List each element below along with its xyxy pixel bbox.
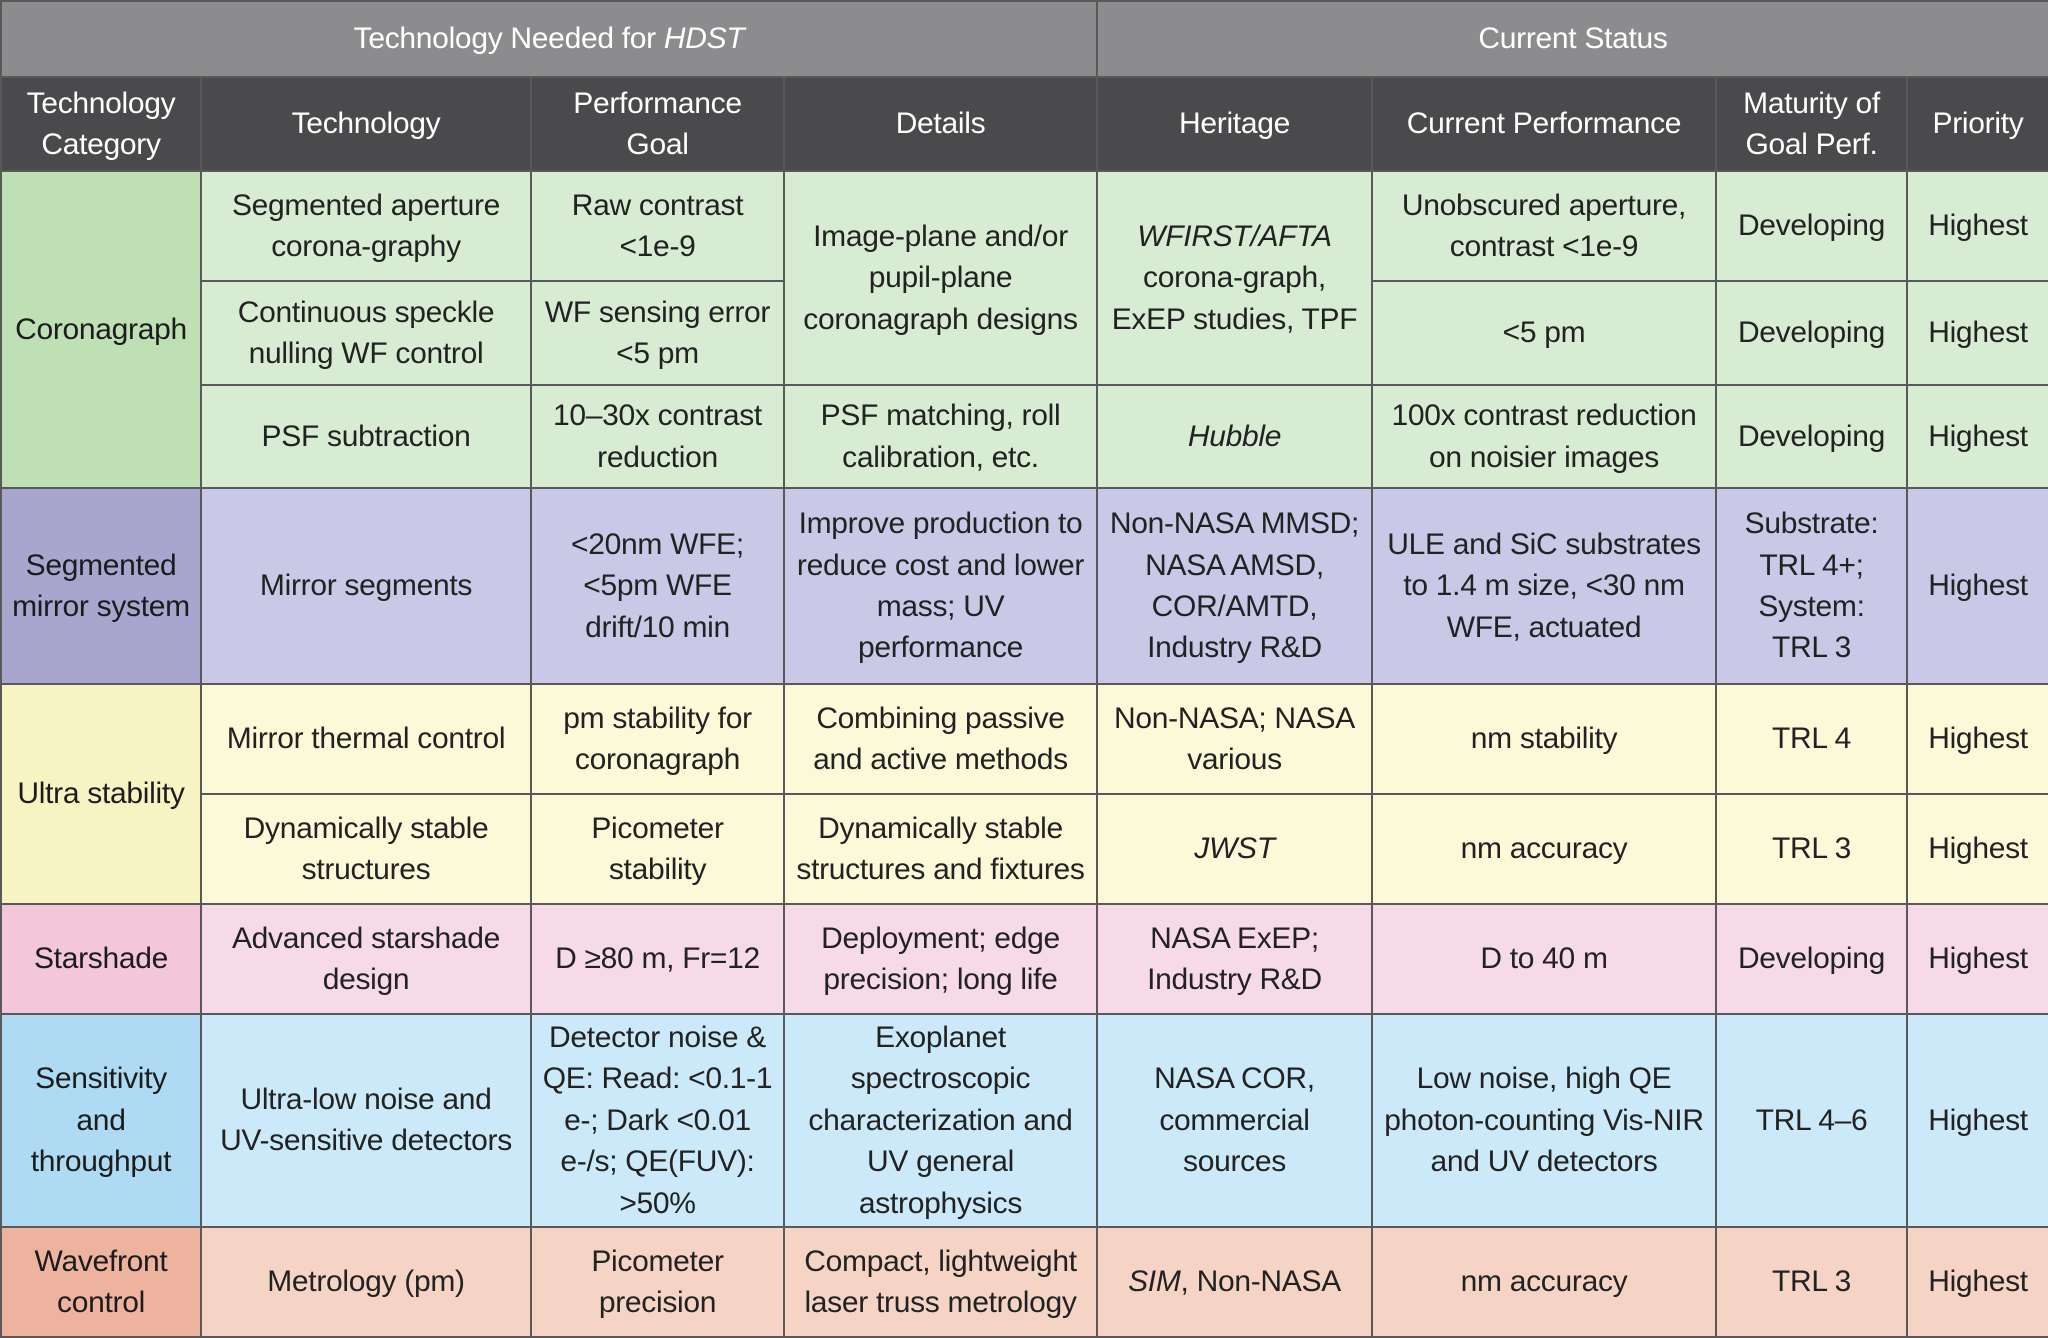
- category-cell-segmented-mirror: Segmented mirror system: [0, 487, 202, 685]
- details-cell: Deployment; edge precision; long life: [783, 903, 1098, 1015]
- priority-cell: Highest: [1905, 903, 2048, 1015]
- category-cell-coronagraph: Coronagraph: [0, 170, 202, 489]
- priority-cell: Highest: [1905, 280, 2048, 386]
- technology-cell: Ultra-low noise and UV-sensitive detecto…: [200, 1013, 532, 1228]
- column-header-details: Details: [783, 76, 1098, 172]
- heritage-cell: Non-NASA; NASA various: [1096, 683, 1373, 795]
- current-performance-cell: nm accuracy: [1371, 793, 1717, 905]
- column-header-maturity: Maturity of Goal Perf.: [1715, 76, 1908, 172]
- group-header-row: Technology Needed for HDST Current Statu…: [0, 0, 2048, 78]
- performance-goal-cell: D ≥80 m, Fr=12: [530, 903, 785, 1015]
- priority-cell: Highest: [1905, 793, 2048, 905]
- maturity-cell: TRL 3: [1715, 793, 1908, 905]
- details-cell: Improve production to reduce cost and lo…: [783, 487, 1098, 685]
- table-row: Dynamically stable structures Picometer …: [1, 793, 2048, 905]
- table-row: Sensitivity and throughput Ultra-low noi…: [0, 1013, 2048, 1228]
- table-row: Wavefront control Metrology (pm) Picomet…: [0, 1225, 2048, 1338]
- current-performance-cell: Unobscured aperture, contrast <1e-9: [1371, 170, 1717, 282]
- performance-goal-cell: Detector noise & QE: Read: <0.1-1 e-; Da…: [530, 1013, 785, 1228]
- category-cell-starshade: Starshade: [0, 903, 202, 1015]
- maturity-cell: TRL 3: [1715, 1225, 1908, 1338]
- table-row: Continuous speckle nulling WF control WF…: [1, 280, 2048, 386]
- details-cell: PSF matching, roll calibration, etc.: [783, 384, 1098, 489]
- column-header-priority: Priority: [1905, 76, 2048, 172]
- maturity-cell: TRL 4: [1715, 683, 1908, 795]
- current-performance-cell: <5 pm: [1371, 280, 1717, 386]
- heritage-emph: SIM: [1128, 1265, 1181, 1299]
- heritage-rest: , Non-NASA: [1180, 1265, 1342, 1299]
- category-cell-ultra-stability: Ultra stability: [0, 683, 202, 905]
- details-cell: Exoplanet spectroscopic characterization…: [783, 1013, 1098, 1228]
- technology-cell: Metrology (pm): [200, 1225, 532, 1338]
- priority-cell: Highest: [1905, 170, 2048, 282]
- heritage-cell: Hubble: [1096, 384, 1373, 489]
- details-cell: Combining passive and active methods: [783, 683, 1098, 795]
- heritage-cell: WFIRST/AFTA corona-graph, ExEP studies, …: [1096, 170, 1373, 386]
- group-header-hdst: HDST: [663, 22, 745, 56]
- heritage-cell: NASA ExEP; Industry R&D: [1096, 903, 1373, 1015]
- maturity-cell: TRL 4–6: [1715, 1013, 1908, 1228]
- heritage-cell: Non-NASA MMSD; NASA AMSD, COR/AMTD, Indu…: [1096, 487, 1373, 685]
- technology-cell: Advanced starshade design: [200, 903, 532, 1015]
- technology-cell: Continuous speckle nulling WF control: [200, 280, 532, 386]
- column-header-category: Technology Category: [0, 76, 202, 172]
- current-performance-cell: Low noise, high QE photon-counting Vis-N…: [1371, 1013, 1717, 1228]
- maturity-cell: Developing: [1715, 384, 1908, 489]
- performance-goal-cell: pm stability for coronagraph: [530, 683, 785, 795]
- performance-goal-cell: Picometer stability: [530, 793, 785, 905]
- maturity-cell: Developing: [1715, 170, 1908, 282]
- performance-goal-cell: <20nm WFE; <5pm WFE drift/10 min: [530, 487, 785, 685]
- column-header-technology: Technology: [200, 76, 532, 172]
- column-header-heritage: Heritage: [1096, 76, 1373, 172]
- heritage-cell: NASA COR, commercial sources: [1096, 1013, 1373, 1228]
- maturity-cell: Substrate: TRL 4+; System: TRL 3: [1715, 487, 1908, 685]
- table-row: PSF subtraction 10–30x contrast reductio…: [1, 384, 2048, 489]
- table-row: Coronagraph Segmented aperture corona-gr…: [0, 170, 2048, 489]
- details-cell: Image-plane and/or pupil-plane coronagra…: [783, 170, 1098, 386]
- table-row: Ultra stability Mirror thermal control p…: [0, 683, 2048, 905]
- technology-cell: Dynamically stable structures: [200, 793, 532, 905]
- current-performance-cell: nm accuracy: [1371, 1225, 1717, 1338]
- column-header-performance-goal: Performance Goal: [530, 76, 785, 172]
- heritage-rest: corona-graph, ExEP studies, TPF: [1111, 261, 1358, 336]
- priority-cell: Highest: [1905, 1013, 2048, 1228]
- details-cell: Dynamically stable structures and fixtur…: [783, 793, 1098, 905]
- performance-goal-cell: Raw contrast <1e-9: [530, 170, 785, 282]
- performance-goal-cell: Picometer precision: [530, 1225, 785, 1338]
- maturity-cell: Developing: [1715, 903, 1908, 1015]
- current-performance-cell: ULE and SiC substrates to 1.4 m size, <3…: [1371, 487, 1717, 685]
- table-row: Starshade Advanced starshade design D ≥8…: [0, 903, 2048, 1015]
- heritage-emph: WFIRST/AFTA: [1137, 219, 1332, 253]
- column-header-row: Technology Category Technology Performan…: [0, 76, 2048, 172]
- group-header-prefix: Technology Needed for: [353, 22, 664, 56]
- heritage-cell: SIM, Non-NASA: [1096, 1225, 1373, 1338]
- technology-cell: Mirror thermal control: [200, 683, 532, 795]
- current-performance-cell: nm stability: [1371, 683, 1717, 795]
- performance-goal-cell: 10–30x contrast reduction: [530, 384, 785, 489]
- priority-cell: Highest: [1905, 1225, 2048, 1338]
- current-performance-cell: D to 40 m: [1371, 903, 1717, 1015]
- priority-cell: Highest: [1905, 487, 2048, 685]
- group-header-technology-needed: Technology Needed for HDST: [0, 0, 1098, 78]
- priority-cell: Highest: [1905, 683, 2048, 795]
- technology-cell: PSF subtraction: [200, 384, 532, 489]
- priority-cell: Highest: [1905, 384, 2048, 489]
- maturity-cell: Developing: [1715, 280, 1908, 386]
- table-row: Segmented mirror system Mirror segments …: [0, 487, 2048, 685]
- performance-goal-cell: WF sensing error <5 pm: [530, 280, 785, 386]
- category-cell-wavefront: Wavefront control: [0, 1225, 202, 1338]
- details-cell: Compact, lightweight laser truss metrolo…: [783, 1225, 1098, 1338]
- technology-cell: Mirror segments: [200, 487, 532, 685]
- category-cell-sensitivity: Sensitivity and throughput: [0, 1013, 202, 1228]
- group-header-current-status: Current Status: [1095, 0, 2048, 78]
- current-performance-cell: 100x contrast reduction on noisier image…: [1371, 384, 1717, 489]
- heritage-cell: JWST: [1096, 793, 1373, 905]
- technology-cell: Segmented aperture corona-graphy: [200, 170, 532, 282]
- column-header-current-performance: Current Performance: [1371, 76, 1717, 172]
